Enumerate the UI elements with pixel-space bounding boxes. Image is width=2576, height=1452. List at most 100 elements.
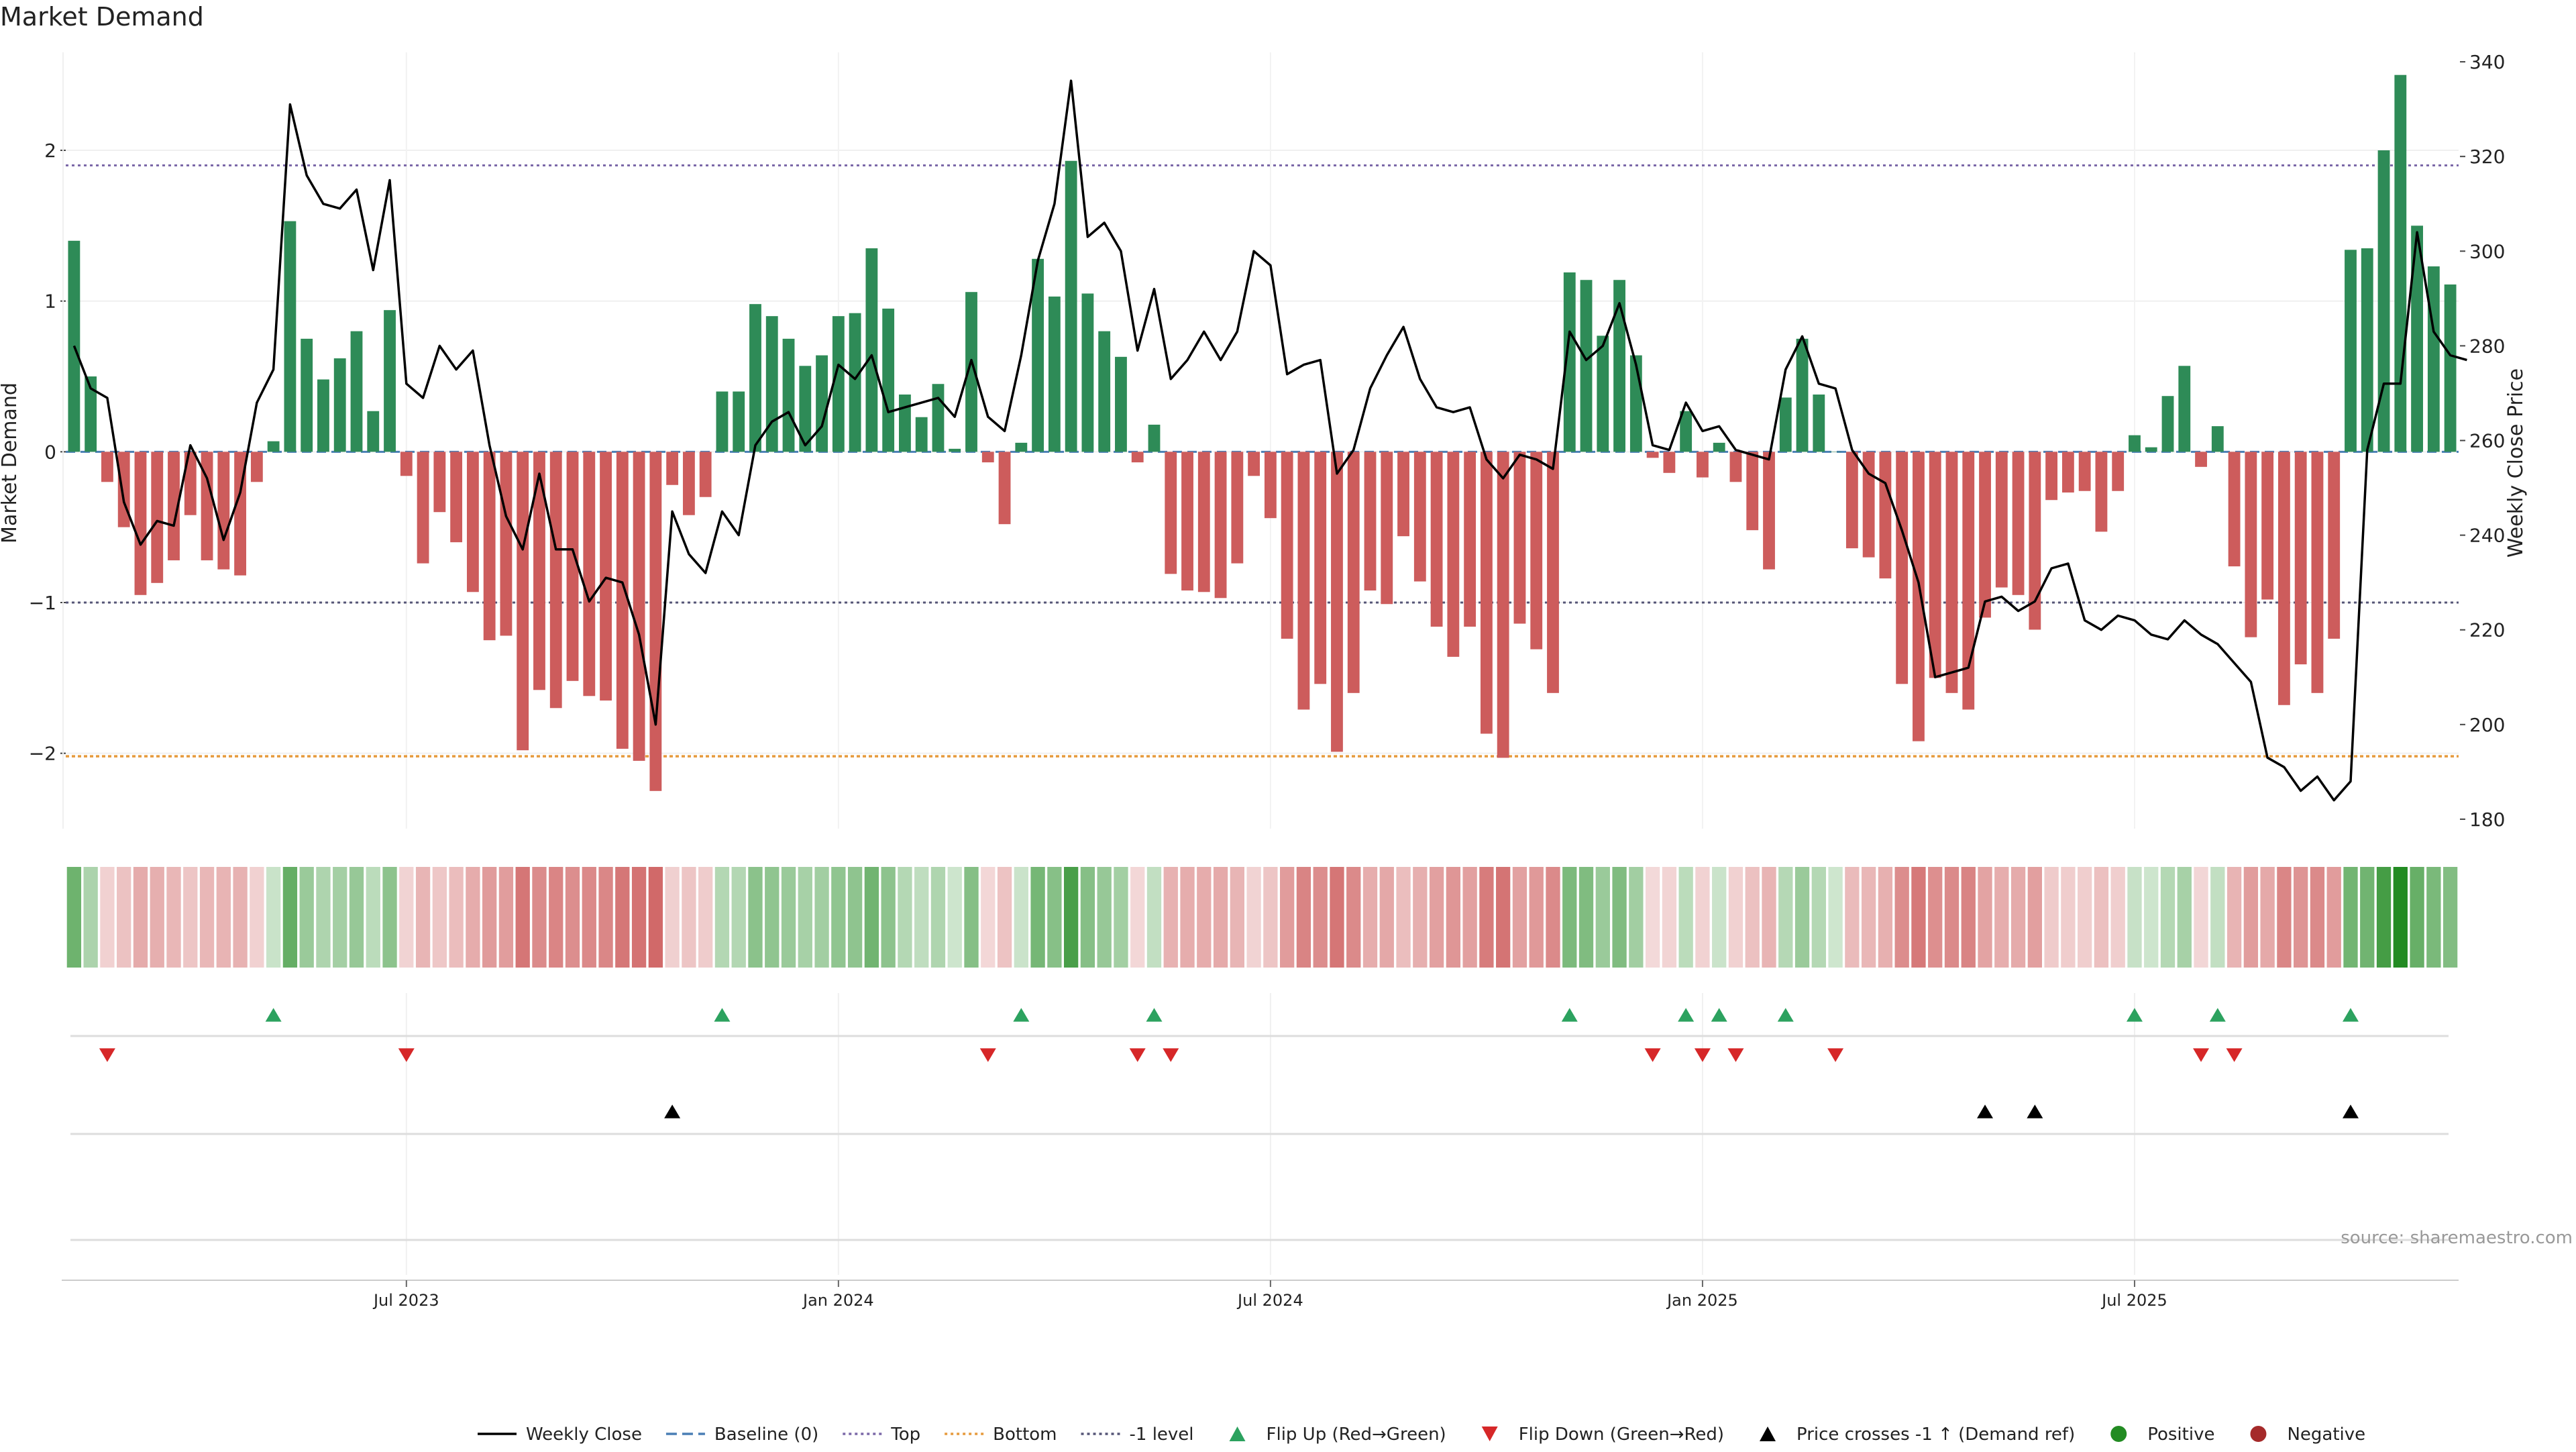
demand-bar <box>317 379 329 452</box>
y2-tick-label: 260 <box>2469 430 2505 452</box>
demand-bar <box>1231 452 1244 564</box>
flip-down-marker <box>1163 1048 1179 1062</box>
demand-bar <box>2129 435 2141 452</box>
demand-bar <box>2377 150 2390 452</box>
demand-bar <box>1580 280 1593 452</box>
legend-label: -1 level <box>1130 1424 1194 1445</box>
heat-cell <box>947 867 962 968</box>
y2-tick-label: 340 <box>2469 51 2505 73</box>
heat-cell <box>2310 867 2325 968</box>
demand-bar <box>1779 397 1792 452</box>
demand-bar <box>1281 452 1293 639</box>
demand-bar <box>1297 452 1310 710</box>
heat-cell <box>2410 867 2424 968</box>
heat-cell <box>1994 867 2009 968</box>
legend-circle-icon <box>2250 1426 2267 1442</box>
demand-bar <box>2294 452 2307 665</box>
legend-triangle-up-icon <box>1229 1427 1246 1441</box>
demand-bar <box>1597 335 1609 452</box>
demand-bar <box>899 394 911 452</box>
heat-cell <box>881 867 896 968</box>
demand-bar <box>1148 424 1161 452</box>
heat-cell <box>1878 867 1893 968</box>
demand-bar <box>517 452 529 751</box>
heat-cell <box>399 867 414 968</box>
demand-bar <box>2411 225 2423 452</box>
demand-bar <box>1098 331 1111 452</box>
heat-cell <box>250 867 264 968</box>
heat-cell <box>282 867 298 968</box>
demand-bar <box>2311 452 2324 693</box>
demand-bar <box>865 248 878 452</box>
demand-bar <box>2394 74 2407 452</box>
heat-cell <box>1861 867 1876 968</box>
demand-bar <box>1929 452 1941 678</box>
source-text: source: sharemaestro.com <box>2341 1228 2573 1248</box>
demand-bar <box>1131 452 1144 463</box>
demand-bar <box>816 355 828 452</box>
demand-bar <box>267 441 280 452</box>
heat-cell <box>1313 867 1328 968</box>
demand-bar <box>483 452 496 641</box>
heat-cell <box>1014 867 1028 968</box>
axes: −2 −1 0 1 2 180 200 220 240 260 280 300 320 340 <box>29 51 2506 831</box>
heat-cell <box>1362 867 1378 968</box>
heat-cell <box>1828 867 1843 968</box>
demand-bar <box>566 452 579 681</box>
legend-label: Weekly Close <box>526 1424 642 1445</box>
heat-cell <box>2326 867 2341 968</box>
y-tick-label: 0 <box>44 441 56 463</box>
demand-bar <box>2211 426 2224 452</box>
heat-cell <box>233 867 248 968</box>
demand-bar <box>1862 452 1875 558</box>
demand-bar <box>1347 452 1360 693</box>
demand-bar <box>250 452 263 482</box>
demand-bar <box>1979 452 1991 618</box>
demand-bar <box>2012 452 2025 595</box>
legend-label: Top <box>890 1424 920 1445</box>
heat-cell <box>1778 867 1793 968</box>
legend-item: Bottom <box>945 1424 1057 1445</box>
demand-bar <box>882 308 895 452</box>
heat-cell <box>66 867 82 968</box>
demand-bar <box>2161 396 2174 452</box>
demand-bar <box>932 384 945 452</box>
demand-bar <box>466 452 479 592</box>
demand-bar <box>600 452 612 701</box>
heat-cell <box>2177 867 2192 968</box>
legend-item: Flip Up (Red→Green) <box>1229 1424 1446 1445</box>
demand-bar <box>1713 442 1725 452</box>
heat-cell <box>2110 867 2125 968</box>
heat-cell <box>1379 867 1394 968</box>
heat-cell <box>1296 867 1311 968</box>
demand-bar <box>1697 452 1709 478</box>
demand-bar <box>1248 452 1260 476</box>
price-cross-marker <box>1977 1104 1994 1119</box>
legend-triangle-down-icon <box>1481 1427 1498 1441</box>
demand-bar <box>616 452 629 749</box>
demand-bar <box>1813 394 1825 452</box>
heat-cell <box>515 867 530 968</box>
y-tick-label: 1 <box>44 291 56 313</box>
flip-up-marker <box>1777 1008 1794 1022</box>
heat-cell <box>1629 867 1644 968</box>
demand-bar <box>168 452 180 561</box>
demand-bar <box>2427 266 2440 452</box>
legend-circle-icon <box>2110 1426 2127 1442</box>
demand-bar <box>849 313 861 452</box>
demand-bar <box>1214 452 1227 599</box>
heat-cell <box>1728 867 1743 968</box>
heat-cell <box>199 867 215 968</box>
heat-cell <box>814 867 829 968</box>
legend-item: Flip Down (Green→Red) <box>1481 1424 1724 1445</box>
demand-bar <box>1663 452 1676 473</box>
flip-down-marker <box>398 1048 415 1062</box>
demand-bar <box>1563 272 1576 452</box>
heat-cell <box>1894 867 1909 968</box>
grid-layer <box>66 52 2459 1275</box>
legend-label: Baseline (0) <box>714 1424 818 1445</box>
heat-cell <box>150 867 164 968</box>
heat-cell <box>2376 867 2392 968</box>
heat-cell <box>1911 867 1926 968</box>
demand-bar <box>1397 452 1409 537</box>
